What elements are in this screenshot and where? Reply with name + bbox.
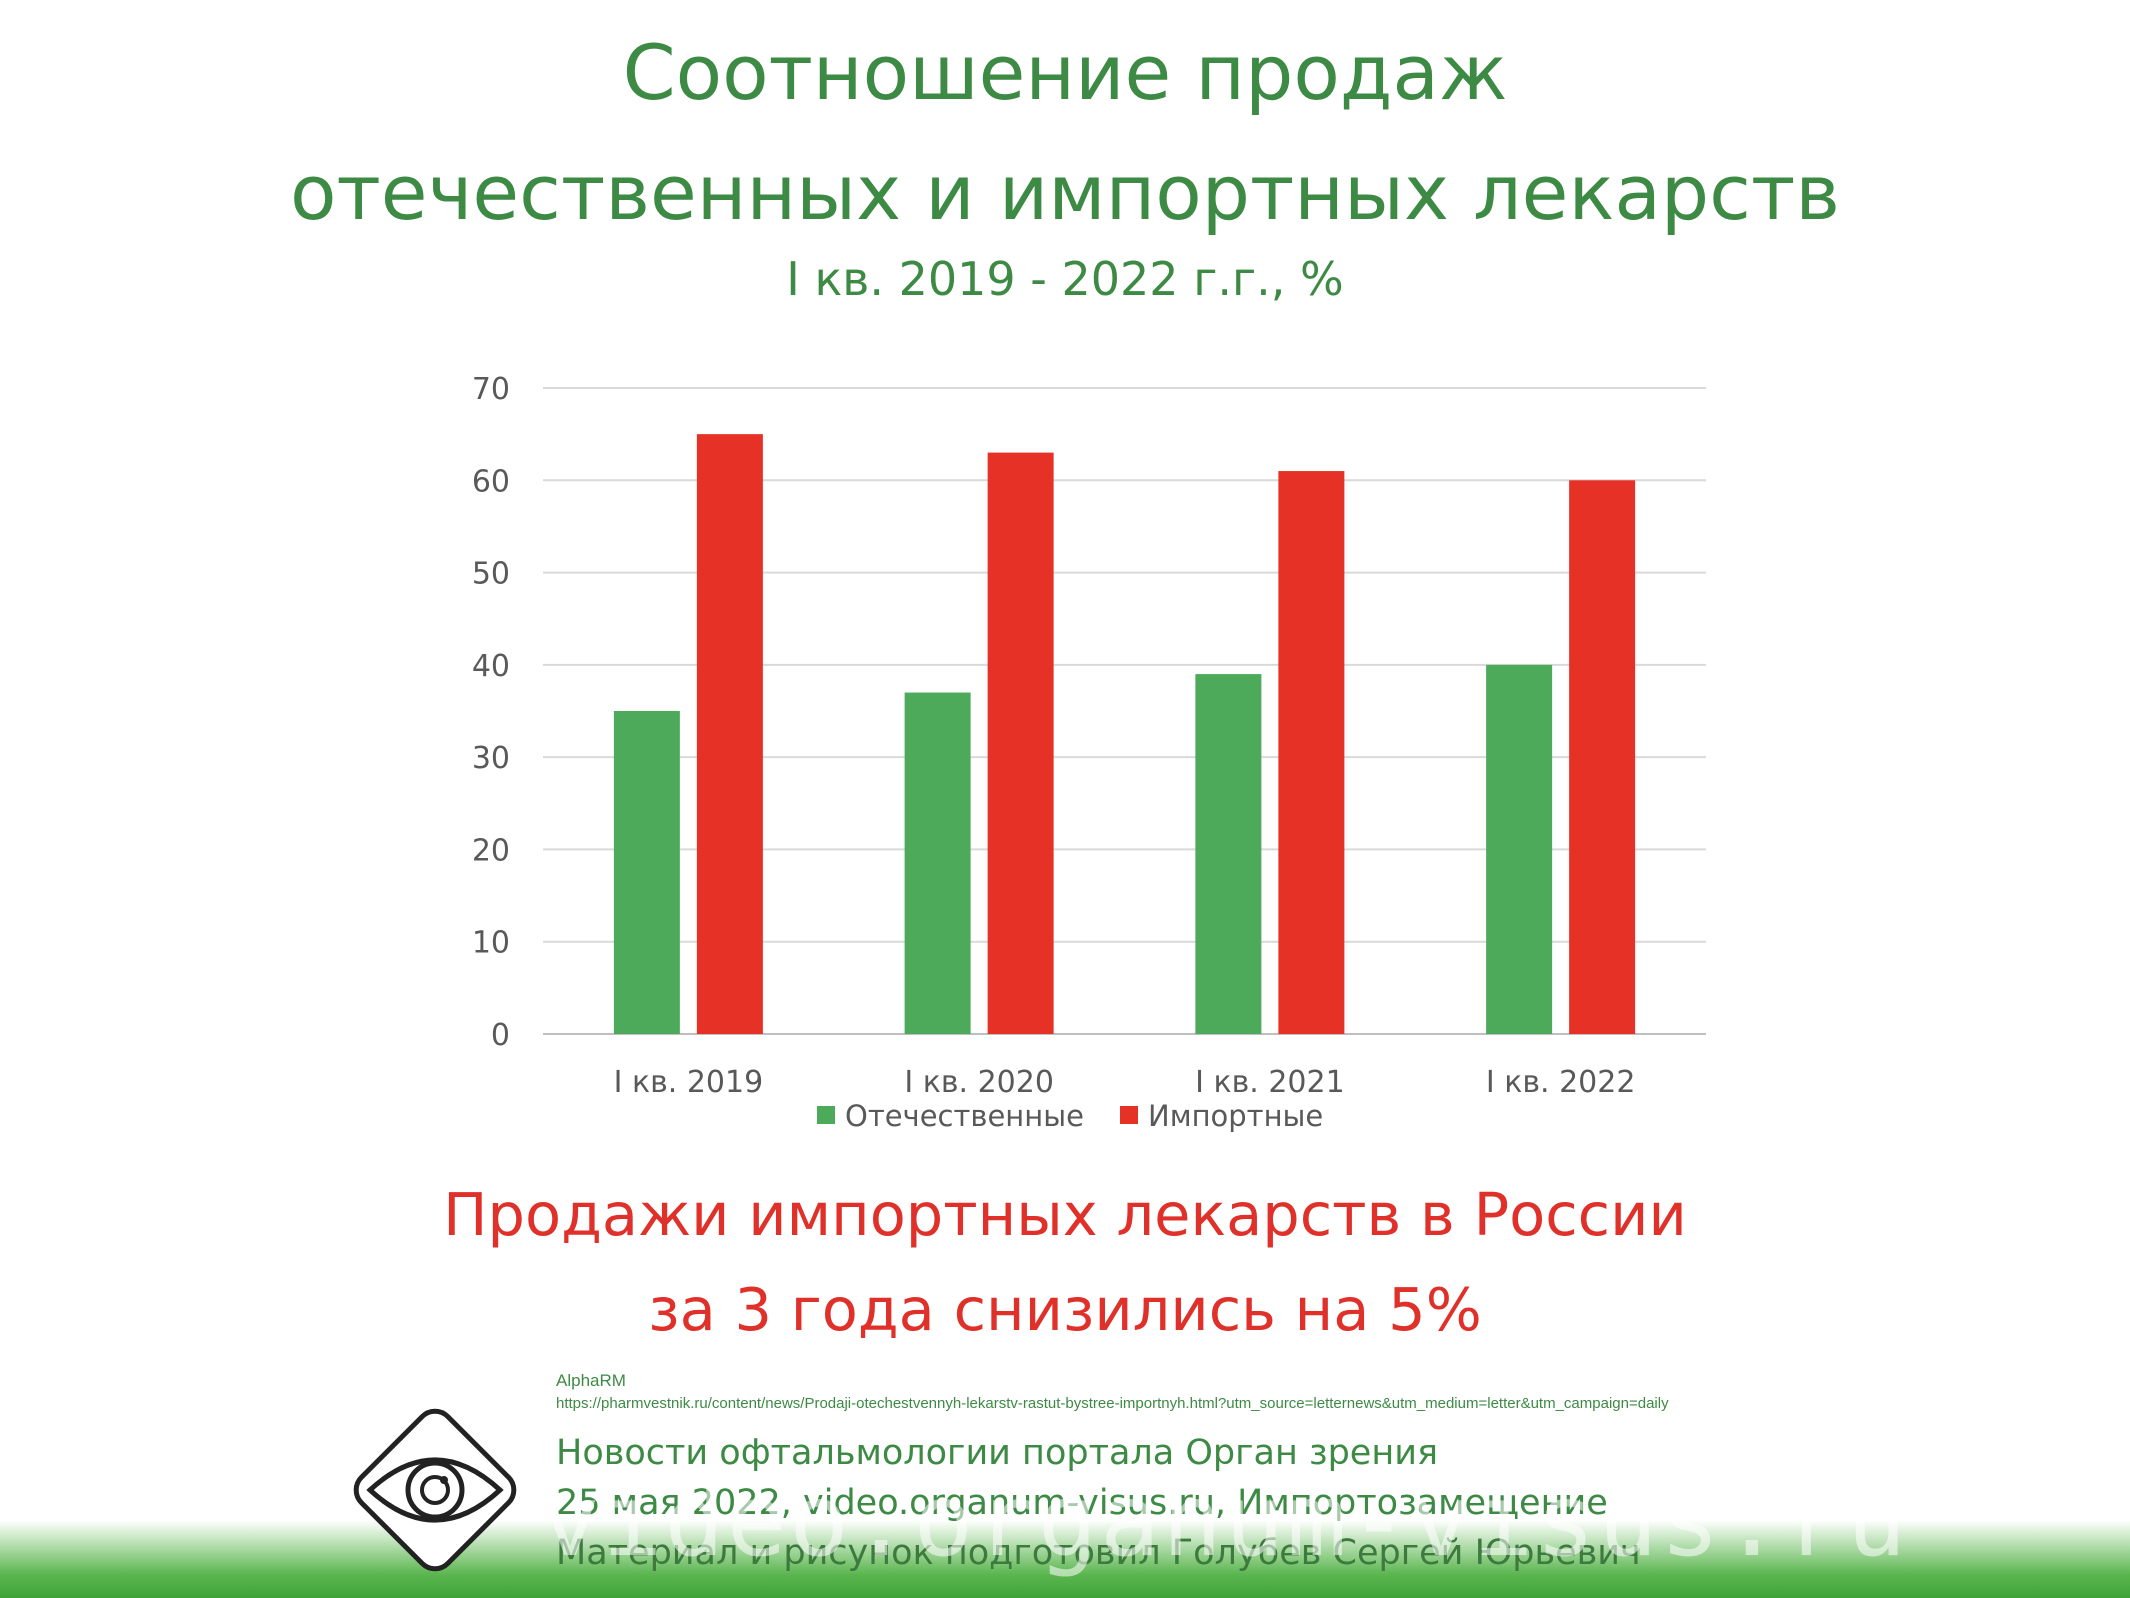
credit-line-1: Новости офтальмологии портала Орган зрен…	[556, 1433, 1439, 1473]
x-tick-label: I кв. 2019	[614, 1065, 764, 1100]
x-tick-label: I кв. 2021	[1195, 1065, 1345, 1100]
legend-swatch	[1120, 1106, 1138, 1124]
bar	[987, 452, 1054, 1035]
bar	[1486, 664, 1553, 1034]
x-axis-categories: I кв. 2019 I кв. 2020 I кв. 2021 I кв. 2022	[614, 1065, 1636, 1100]
conclusion-line-1: Продажи импортных лекарств в России	[443, 1180, 1687, 1249]
bar	[1195, 674, 1262, 1034]
bar	[696, 434, 763, 1035]
source-url[interactable]: https://pharmvestnik.ru/content/news/Pro…	[556, 1395, 1669, 1412]
source-name: AlphaRM	[556, 1371, 626, 1390]
credit-line-2: 25 мая 2022, video.organum-visus.ru, Имп…	[556, 1483, 1608, 1523]
y-tick-label: 0	[491, 1018, 510, 1053]
y-tick-label: 10	[472, 926, 510, 961]
chart-subtitle: I кв. 2019 - 2022 г.г., %	[786, 252, 1344, 306]
y-tick-label: 40	[472, 649, 510, 684]
y-tick-label: 70	[472, 372, 510, 407]
eye-icon	[353, 1408, 517, 1572]
y-tick-label: 20	[472, 833, 510, 868]
y-tick-label: 30	[472, 741, 510, 776]
bar	[1569, 480, 1636, 1034]
bar	[613, 711, 680, 1034]
bar	[904, 692, 971, 1034]
chart-title-line-2: отечественных и импортных лекарств	[289, 148, 1841, 237]
conclusion-line-2: за 3 года снизились на 5%	[648, 1275, 1482, 1344]
legend-swatch	[817, 1106, 835, 1124]
bottom-gradient-band	[0, 1520, 2130, 1598]
watermark: video.organum-visus.ru	[540, 1462, 1909, 1579]
y-tick-label: 50	[472, 557, 510, 592]
legend-label: Отечественные	[845, 1099, 1084, 1133]
credit-line-3: Материал и рисунок подготовил Голубев Се…	[556, 1533, 1641, 1573]
y-tick-label: 60	[472, 464, 510, 499]
legend-label: Импортные	[1148, 1099, 1323, 1133]
legend: Отечественные Импортные	[817, 1099, 1323, 1133]
bar	[1278, 471, 1345, 1034]
chart-title-line-1: Соотношение продаж	[622, 28, 1508, 117]
bars	[613, 434, 1636, 1035]
x-tick-label: I кв. 2022	[1486, 1065, 1636, 1100]
x-tick-label: I кв. 2020	[904, 1065, 1054, 1100]
y-axis-ticks: 0 10 20 30 40 50 60 70	[472, 372, 510, 1053]
